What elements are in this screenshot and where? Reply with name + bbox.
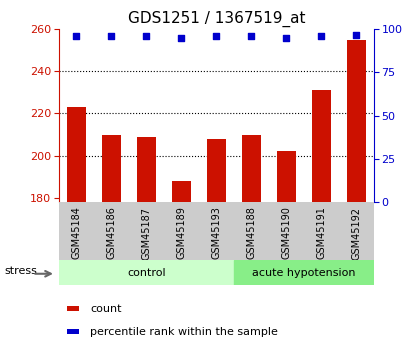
Point: [318, 33, 325, 39]
Bar: [164, 202, 199, 260]
Title: GDS1251 / 1367519_at: GDS1251 / 1367519_at: [128, 10, 305, 27]
Point: [353, 32, 360, 37]
Bar: [67, 306, 79, 310]
Text: GSM45184: GSM45184: [71, 207, 81, 259]
Text: acute hypotension: acute hypotension: [252, 268, 356, 277]
Point: [213, 33, 220, 39]
Bar: [277, 151, 296, 202]
Point: [143, 33, 150, 39]
Bar: [59, 260, 234, 285]
Bar: [67, 107, 86, 202]
Text: GSM45188: GSM45188: [246, 207, 256, 259]
Point: [108, 33, 115, 39]
Bar: [304, 202, 339, 260]
Bar: [136, 137, 156, 202]
Bar: [199, 202, 234, 260]
Text: GSM45190: GSM45190: [281, 207, 291, 259]
Bar: [207, 139, 226, 202]
Text: GSM45189: GSM45189: [176, 207, 186, 259]
Bar: [129, 202, 164, 260]
Point: [73, 33, 80, 39]
Bar: [346, 40, 366, 202]
Bar: [94, 202, 129, 260]
Bar: [102, 135, 121, 202]
Point: [178, 35, 185, 41]
Text: GSM45191: GSM45191: [316, 207, 326, 259]
Text: control: control: [127, 268, 165, 277]
Text: count: count: [90, 304, 122, 314]
Point: [283, 35, 290, 41]
Text: percentile rank within the sample: percentile rank within the sample: [90, 327, 278, 337]
Point: [248, 33, 255, 39]
Bar: [234, 202, 269, 260]
Text: GSM45193: GSM45193: [211, 207, 221, 259]
Bar: [339, 202, 374, 260]
Bar: [172, 181, 191, 202]
Bar: [234, 260, 374, 285]
Bar: [312, 90, 331, 202]
Bar: [67, 329, 79, 334]
Bar: [241, 135, 261, 202]
Bar: [269, 202, 304, 260]
Bar: [59, 202, 94, 260]
Text: GSM45186: GSM45186: [106, 207, 116, 259]
Text: GSM45187: GSM45187: [141, 207, 151, 259]
Text: stress: stress: [5, 266, 37, 276]
Text: GSM45192: GSM45192: [351, 207, 361, 259]
